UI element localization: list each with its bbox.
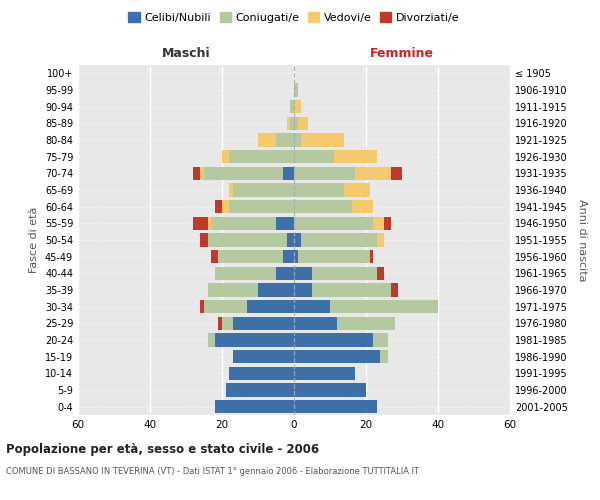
Bar <box>377 234 384 246</box>
Bar <box>294 150 334 164</box>
Bar <box>226 384 294 396</box>
Bar <box>337 316 395 330</box>
Text: Maschi: Maschi <box>161 47 211 60</box>
Bar <box>294 366 355 380</box>
Bar <box>229 366 294 380</box>
Bar <box>355 166 391 180</box>
Bar <box>200 166 204 180</box>
Bar <box>294 216 373 230</box>
Bar <box>391 284 398 296</box>
Bar <box>334 150 377 164</box>
Bar <box>344 184 370 196</box>
Bar <box>222 150 229 164</box>
Bar <box>301 134 344 146</box>
Bar <box>312 284 391 296</box>
Bar <box>312 266 377 280</box>
Bar <box>298 116 308 130</box>
Bar <box>373 334 388 346</box>
Bar <box>233 350 294 364</box>
Bar <box>215 400 294 413</box>
Bar <box>294 284 312 296</box>
Legend: Celibi/Nubili, Coniugati/e, Vedovi/e, Divorziati/e: Celibi/Nubili, Coniugati/e, Vedovi/e, Di… <box>124 8 464 28</box>
Bar <box>294 234 301 246</box>
Bar <box>294 250 298 264</box>
Bar <box>211 250 218 264</box>
Bar <box>283 250 294 264</box>
Bar <box>294 316 337 330</box>
Bar <box>211 216 276 230</box>
Bar <box>370 250 373 264</box>
Bar <box>283 166 294 180</box>
Bar <box>298 250 370 264</box>
Y-axis label: Anni di nascita: Anni di nascita <box>577 198 587 281</box>
Bar <box>229 150 294 164</box>
Bar <box>294 266 312 280</box>
Bar <box>193 216 208 230</box>
Bar <box>215 266 276 280</box>
Bar <box>377 266 384 280</box>
Bar <box>229 184 233 196</box>
Bar <box>391 166 402 180</box>
Bar <box>294 300 330 314</box>
Bar <box>258 284 294 296</box>
Bar <box>258 134 276 146</box>
Bar <box>294 116 298 130</box>
Bar <box>233 184 294 196</box>
Bar <box>373 216 384 230</box>
Bar <box>294 184 344 196</box>
Bar <box>294 166 355 180</box>
Bar <box>290 116 294 130</box>
Bar <box>222 200 229 213</box>
Bar <box>380 350 388 364</box>
Bar <box>294 84 298 96</box>
Bar <box>218 250 283 264</box>
Bar <box>276 266 294 280</box>
Bar <box>276 134 294 146</box>
Bar <box>200 234 208 246</box>
Bar <box>204 300 247 314</box>
Bar <box>330 300 438 314</box>
Bar <box>215 334 294 346</box>
Bar <box>208 334 215 346</box>
Y-axis label: Fasce di età: Fasce di età <box>29 207 39 273</box>
Bar <box>208 216 211 230</box>
Bar <box>193 166 200 180</box>
Bar <box>276 216 294 230</box>
Bar <box>294 384 366 396</box>
Bar <box>229 200 294 213</box>
Text: Femmine: Femmine <box>370 47 434 60</box>
Text: Popolazione per età, sesso e stato civile - 2006: Popolazione per età, sesso e stato civil… <box>6 442 319 456</box>
Bar <box>287 116 290 130</box>
Bar <box>352 200 373 213</box>
Bar <box>294 200 352 213</box>
Bar <box>301 234 377 246</box>
Bar <box>294 400 377 413</box>
Bar <box>290 100 294 114</box>
Bar <box>204 166 283 180</box>
Bar <box>294 350 380 364</box>
Bar <box>247 300 294 314</box>
Bar <box>208 234 287 246</box>
Bar <box>233 316 294 330</box>
Bar <box>287 234 294 246</box>
Bar <box>222 316 233 330</box>
Bar <box>218 316 222 330</box>
Bar <box>200 300 204 314</box>
Text: COMUNE DI BASSANO IN TEVERINA (VT) - Dati ISTAT 1° gennaio 2006 - Elaborazione T: COMUNE DI BASSANO IN TEVERINA (VT) - Dat… <box>6 468 419 476</box>
Bar <box>384 216 391 230</box>
Bar <box>294 134 301 146</box>
Bar <box>294 100 301 114</box>
Bar <box>294 334 373 346</box>
Bar <box>215 200 222 213</box>
Bar <box>208 284 258 296</box>
